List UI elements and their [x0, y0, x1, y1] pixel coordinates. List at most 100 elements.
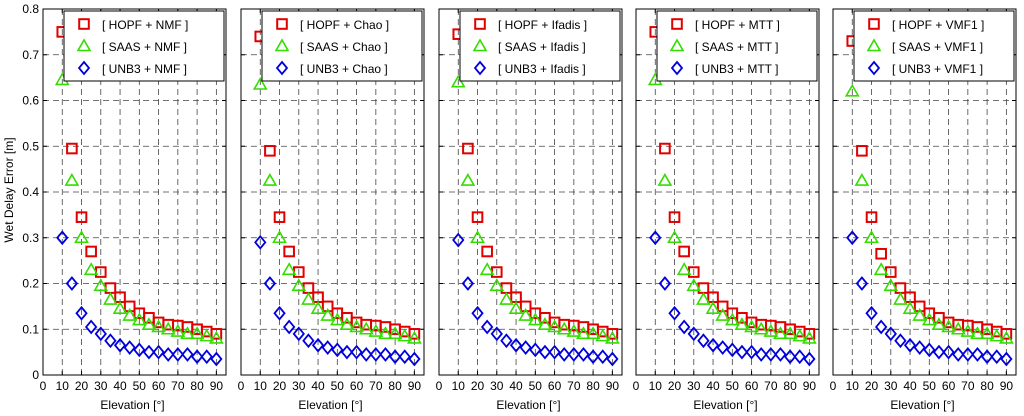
data-point: [726, 342, 739, 358]
data-point: [499, 291, 514, 305]
data-point: [556, 321, 572, 335]
x-tick-label: 30: [687, 379, 701, 393]
data-point: [321, 340, 334, 355]
y-tick-label: 0: [32, 368, 39, 382]
y-tick-label: 0.7: [22, 48, 39, 62]
data-point: [606, 351, 619, 367]
data-point: [210, 328, 223, 340]
data-point: [518, 307, 534, 321]
data-point: [696, 291, 711, 305]
series-triangle: [54, 72, 224, 344]
data-point: [801, 330, 817, 344]
data-point: [104, 333, 117, 349]
series-triangle: [844, 83, 1014, 344]
data-point: [84, 319, 98, 335]
x-tick-label: 40: [113, 379, 127, 393]
data-point: [113, 337, 127, 353]
data-point: [950, 321, 966, 335]
data-point: [83, 262, 99, 276]
data-point: [388, 349, 402, 365]
legend-marker: [669, 38, 685, 52]
legend-marker: [474, 18, 486, 30]
data-point: [744, 319, 759, 333]
data-point: [783, 349, 797, 365]
data-point: [865, 211, 878, 223]
x-tick-label: 10: [846, 379, 860, 393]
x-tick-label: 30: [884, 379, 898, 393]
data-point: [141, 317, 157, 330]
data-point: [894, 333, 907, 349]
data-point: [678, 245, 690, 258]
data-point: [527, 312, 543, 326]
data-point: [1000, 328, 1013, 340]
legend-label: [ HOPF + NMF ]: [102, 18, 188, 32]
data-point: [181, 347, 194, 362]
data-point: [254, 234, 267, 250]
data-point: [979, 326, 995, 340]
data-point: [846, 230, 859, 246]
x-tick-label: 30: [490, 379, 504, 393]
x-tick-label: 10: [254, 379, 268, 393]
data-point: [855, 276, 869, 291]
data-point: [170, 323, 186, 337]
legend-box: [853, 10, 1015, 82]
x-tick-label: 0: [436, 379, 443, 393]
data-point: [577, 347, 590, 362]
data-point: [529, 342, 542, 358]
legend-marker: [275, 60, 289, 76]
data-point: [960, 323, 976, 337]
data-point: [452, 232, 465, 248]
data-point: [171, 347, 185, 362]
data-point: [292, 326, 305, 342]
data-point: [281, 262, 297, 276]
x-tick-label: 50: [726, 379, 740, 393]
data-point: [152, 344, 165, 360]
series-triangle: [450, 74, 620, 344]
data-point: [103, 291, 118, 305]
data-point: [151, 319, 166, 333]
data-point: [263, 276, 277, 291]
data-point: [990, 349, 1003, 365]
legend-label: [ HOPF + MTT ]: [695, 18, 780, 32]
data-point: [331, 342, 344, 358]
data-point: [273, 305, 286, 321]
data-point: [913, 300, 926, 313]
legend-label: [ SAAS + Ifadis ]: [498, 40, 586, 54]
data-point: [734, 317, 750, 330]
series-diamond: [254, 234, 421, 367]
data-point: [122, 307, 138, 321]
panel-5: 0 10 20 30 40 50 60 70 80 90 Elevation [°] [ HOPF +…: [830, 8, 1017, 412]
legend-marker: [473, 60, 487, 76]
legend: [ HOPF + MTT ] [ SAAS + MTT ] [ UNB3 + MTT…: [656, 10, 818, 82]
y-tick-label: 0.8: [22, 2, 39, 16]
data-point: [547, 319, 562, 333]
series-diamond: [56, 230, 223, 367]
x-tick-label: 60: [548, 379, 562, 393]
legend-marker: [670, 60, 684, 76]
data-point: [875, 247, 887, 260]
plot-frame: [832, 8, 1017, 376]
data-point: [264, 145, 276, 157]
data-point: [489, 278, 505, 292]
x-tick-label: 30: [94, 379, 108, 393]
data-point: [340, 344, 354, 360]
data-point: [745, 344, 758, 360]
data-point: [931, 317, 947, 330]
data-point: [658, 276, 672, 291]
data-point: [200, 349, 213, 365]
data-point: [461, 276, 475, 291]
data-point: [677, 319, 691, 335]
x-tick-label: 90: [408, 379, 422, 393]
data-point: [480, 319, 494, 335]
data-point: [301, 291, 316, 305]
data-point: [706, 337, 720, 353]
data-point: [500, 333, 513, 349]
data-point: [586, 349, 600, 365]
data-point: [358, 321, 374, 335]
data-point: [378, 326, 393, 340]
data-point: [112, 301, 128, 314]
x-tick-label: 60: [350, 379, 364, 393]
data-point: [705, 301, 721, 314]
x-tick-label: 0: [40, 379, 47, 393]
data-point: [604, 330, 620, 344]
